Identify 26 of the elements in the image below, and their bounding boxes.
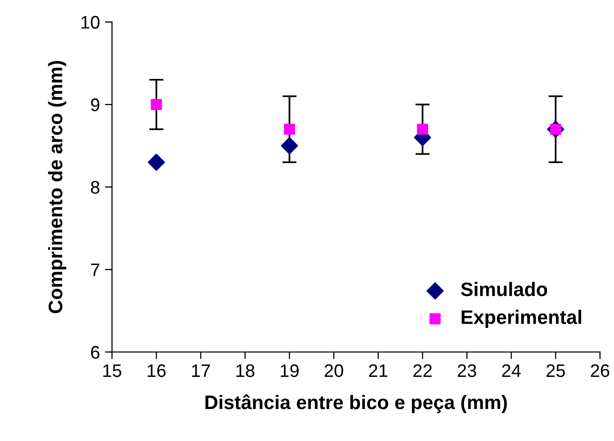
point	[284, 124, 296, 135]
x-tick-label: 22	[413, 364, 432, 377]
x-tick-label: 24	[502, 364, 521, 377]
point	[416, 124, 428, 135]
x-tick-label: 20	[324, 364, 344, 378]
y-tick-label: 6	[91, 346, 100, 359]
x-tick-label: 19	[280, 364, 299, 378]
x-tick-label: 15	[103, 364, 122, 378]
legend-label: Experimental	[462, 310, 582, 328]
x-tick-label: 23	[458, 364, 476, 378]
point	[150, 98, 162, 110]
y-tick-label: 7	[91, 264, 100, 276]
y-tick-label: 10	[81, 16, 100, 29]
y-axis-title: Comprimento de arco (mm)	[48, 61, 66, 314]
point	[280, 137, 298, 154]
x-tick-label: 26	[590, 364, 610, 378]
x-tick-label: 16	[148, 364, 166, 378]
x-tick-label: 25	[546, 364, 565, 378]
x-axis-title: Distância entre bico e peça (mm)	[205, 394, 507, 414]
y-tick-label: 9	[91, 98, 100, 112]
y-tick-label: 8	[90, 180, 100, 194]
x-tick-label: 18	[236, 364, 254, 378]
legend-label: Simulado	[460, 282, 548, 296]
point	[148, 154, 165, 171]
x-tick-label: 21	[369, 364, 388, 377]
x-tick-label: 17	[192, 364, 210, 377]
